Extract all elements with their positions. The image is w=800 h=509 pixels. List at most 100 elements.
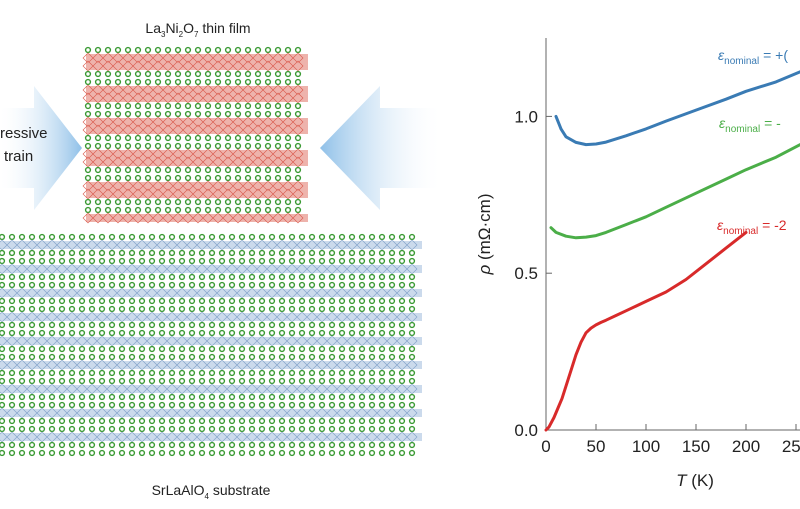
film-atom [194,78,202,86]
film-atom [274,110,282,118]
substrate-atom [258,393,266,401]
substrate-octahedra-row [0,433,422,441]
substrate-atom [368,425,376,433]
substrate-atom [248,441,256,449]
substrate-atom [328,369,336,377]
substrate-atom [288,377,296,385]
film-atom [154,142,162,150]
substrate-atom [388,417,396,425]
substrate-atom [48,273,56,281]
substrate-atom [268,345,276,353]
substrate-atom [18,321,26,329]
substrate-atom [228,329,236,337]
substrate-atom [28,345,36,353]
substrate-atom [388,449,396,457]
substrate-atom [198,449,206,457]
substrate-atom [178,345,186,353]
substrate-atom [268,257,276,265]
x-tick-label: 250 [782,437,800,456]
film-atom [164,70,172,78]
substrate-atom [58,281,66,289]
substrate-atom [48,401,56,409]
substrate-atom [408,297,416,305]
substrate-atom [318,305,326,313]
substrate-atom [138,281,146,289]
substrate-atom [278,369,286,377]
substrate-atom [38,441,46,449]
substrate-atom [308,297,316,305]
substrate-atom [238,233,246,241]
substrate-atom [198,305,206,313]
film-atom [124,166,132,174]
film-atom [284,70,292,78]
film-atom [244,70,252,78]
film-atom [204,110,212,118]
substrate-atom [338,441,346,449]
substrate-atom [168,441,176,449]
substrate-atom [8,449,16,457]
substrate-atom [198,369,206,377]
substrate-atom [398,353,406,361]
substrate-atom [398,441,406,449]
substrate-octahedra-row [0,385,422,393]
substrate-atom [388,377,396,385]
substrate-atom [88,377,96,385]
substrate-atom [398,281,406,289]
film-atom [174,78,182,86]
substrate-atom [8,393,16,401]
film-atom [224,70,232,78]
substrate-atom [158,377,166,385]
substrate-atom [148,305,156,313]
film-atom [254,102,262,110]
substrate-atom [338,377,346,385]
substrate-atom [58,329,66,337]
substrate-atom [118,273,126,281]
substrate-atom [378,377,386,385]
substrate-atom [308,345,316,353]
substrate-atom [28,321,36,329]
substrate-atom [148,273,156,281]
film-atom [214,110,222,118]
substrate-atom [408,449,416,457]
substrate-octahedra-row [0,361,422,369]
film-atom [124,174,132,182]
substrate-atom [8,297,16,305]
substrate-atom [28,249,36,257]
substrate-atom [28,297,36,305]
substrate-atom [408,257,416,265]
substrate-atom [118,393,126,401]
substrate-atom [128,305,136,313]
substrate-atom [78,329,86,337]
substrate-atom [188,393,196,401]
substrate-atom [98,233,106,241]
substrate-atom [268,393,276,401]
substrate-atom [248,233,256,241]
substrate-atom [158,449,166,457]
substrate-atom [338,449,346,457]
film-atom [164,142,172,150]
substrate-atom [338,353,346,361]
substrate-atom [358,393,366,401]
film-atom [144,206,152,214]
film-atom [154,206,162,214]
substrate-atom [128,369,136,377]
substrate-atom [398,417,406,425]
substrate-atom [358,257,366,265]
substrate-atom [198,345,206,353]
film-atom [284,102,292,110]
substrate-atom [228,449,236,457]
substrate-atom [288,401,296,409]
substrate-atom [38,297,46,305]
substrate-atom [298,297,306,305]
substrate-atom [28,425,36,433]
substrate-atom [38,321,46,329]
y-ticks: 0.0 0.5 1.0 [514,107,552,440]
substrate-atom [8,233,16,241]
substrate-atom [238,449,246,457]
substrate-atom [408,345,416,353]
film-atom [214,206,222,214]
x-tick-label: 0 [541,437,550,456]
substrate-atom [378,401,386,409]
substrate-atom [348,441,356,449]
substrate-atom [68,233,76,241]
